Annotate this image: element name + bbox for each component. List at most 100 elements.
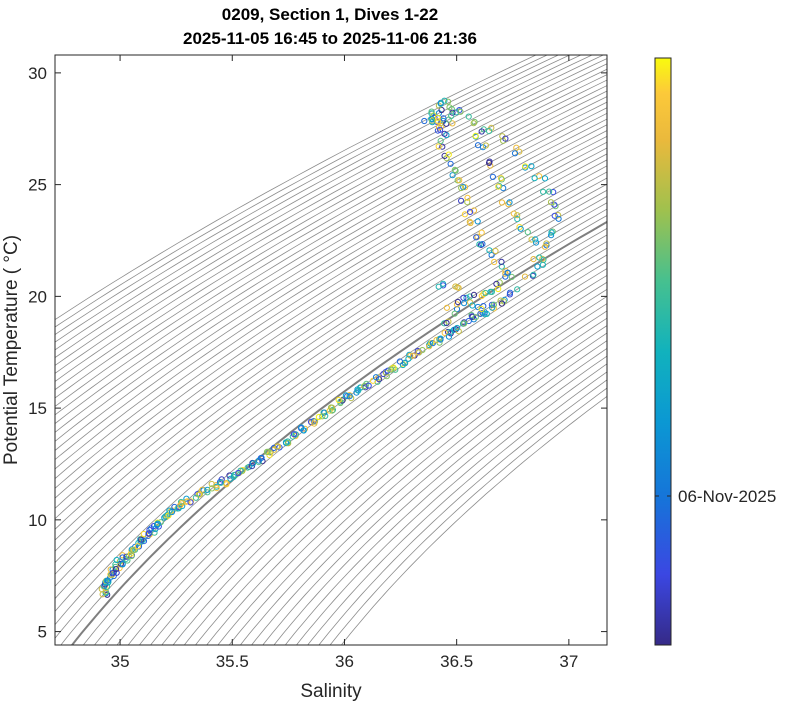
data-point	[435, 118, 442, 125]
y-tick-label: 30	[28, 64, 47, 83]
data-point	[449, 172, 456, 179]
data-point	[502, 135, 509, 142]
data-points	[98, 97, 562, 598]
data-point	[530, 256, 537, 263]
data-point	[508, 273, 515, 280]
data-point	[510, 210, 517, 217]
data-point	[458, 197, 465, 204]
density-contour	[55, 55, 549, 328]
data-point	[469, 302, 476, 309]
data-point	[452, 283, 459, 290]
data-point	[428, 108, 435, 115]
data-point	[470, 207, 478, 214]
data-point	[462, 184, 469, 191]
data-point	[528, 163, 535, 170]
density-contour	[55, 55, 582, 351]
data-point	[514, 212, 521, 219]
density-contours	[55, 55, 607, 645]
data-point	[415, 349, 422, 356]
highlighted-density-contour	[70, 220, 607, 645]
data-point	[471, 118, 478, 126]
density-contour	[206, 303, 607, 645]
density-contour	[55, 202, 607, 626]
data-point	[217, 478, 224, 486]
data-point	[437, 336, 444, 343]
density-contour	[318, 379, 607, 645]
data-point	[541, 175, 549, 182]
data-point	[168, 508, 176, 516]
data-point	[248, 463, 256, 470]
data-point	[369, 377, 377, 384]
data-point	[460, 300, 468, 307]
density-contour	[217, 310, 607, 645]
data-point	[479, 241, 486, 248]
data-point	[346, 393, 353, 400]
data-point	[498, 176, 505, 183]
data-point	[555, 212, 562, 219]
data-point	[497, 297, 504, 304]
data-point	[145, 530, 152, 537]
data-point	[478, 305, 485, 312]
data-point	[429, 118, 436, 125]
colorbar: 06-Nov-2025	[654, 57, 776, 646]
data-point	[468, 313, 476, 320]
data-point	[464, 194, 471, 201]
data-point	[452, 167, 459, 174]
y-axis-label: Potential Temperature ( °C)	[1, 235, 22, 465]
data-point	[488, 252, 495, 259]
data-point	[486, 247, 493, 254]
data-point	[445, 333, 453, 340]
density-contour	[55, 55, 593, 359]
data-point	[478, 292, 485, 299]
density-contour	[55, 63, 607, 383]
data-point	[263, 448, 271, 455]
density-contour	[194, 295, 607, 645]
density-contour	[329, 387, 607, 645]
data-point	[441, 130, 448, 137]
data-point	[541, 243, 549, 250]
data-point	[140, 538, 148, 545]
data-point	[465, 113, 472, 120]
data-point	[534, 263, 541, 270]
density-contour	[55, 55, 571, 343]
data-point	[235, 469, 242, 477]
density-contour	[138, 261, 607, 645]
data-point	[113, 566, 120, 573]
data-point	[472, 132, 479, 139]
data-point	[555, 215, 562, 222]
data-point	[547, 199, 555, 206]
density-contour	[60, 215, 607, 645]
density-contour	[82, 227, 607, 645]
density-contour	[307, 371, 607, 645]
density-contour	[228, 317, 607, 645]
data-point	[478, 229, 485, 236]
data-point	[457, 108, 464, 115]
density-contour	[93, 234, 607, 645]
data-point	[478, 128, 485, 135]
data-point	[472, 314, 479, 321]
data-point	[113, 569, 120, 576]
density-contour	[262, 340, 607, 645]
data-point	[470, 120, 477, 127]
data-point	[521, 273, 529, 280]
data-point	[454, 324, 461, 332]
density-contour	[116, 247, 607, 645]
data-point	[461, 211, 468, 218]
data-point	[311, 420, 318, 427]
plot-background	[55, 55, 607, 645]
data-point	[488, 301, 495, 308]
density-contour	[55, 177, 607, 575]
data-point	[319, 413, 326, 420]
density-contour	[340, 395, 607, 645]
data-point	[490, 301, 497, 308]
density-contour	[55, 112, 607, 461]
data-point	[531, 175, 538, 182]
colorbar-tick-label: 06-Nov-2025	[678, 487, 776, 506]
data-point	[498, 300, 505, 307]
density-contour	[55, 183, 607, 587]
data-point	[441, 329, 448, 336]
data-point	[549, 228, 556, 235]
data-point	[407, 352, 414, 359]
data-point	[177, 502, 184, 509]
data-point	[449, 109, 456, 116]
